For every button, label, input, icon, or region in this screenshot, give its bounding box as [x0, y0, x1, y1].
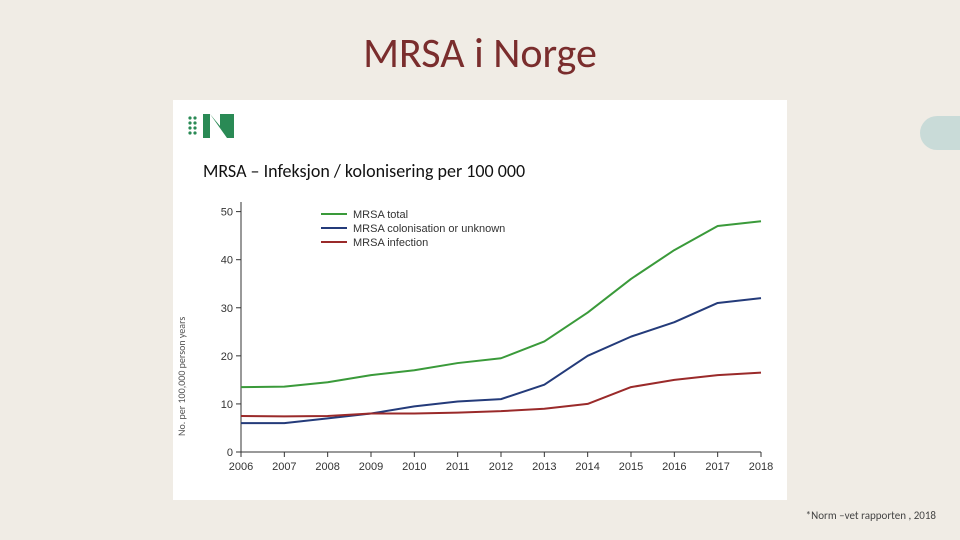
line-chart-svg: 0 10 20 30 40 50 2006 2007 2008 2009 2010 2011 2012 2…	[179, 196, 779, 496]
chart-card: MRSA – Infeksjon / kolonisering per 100 …	[173, 100, 787, 500]
chart: No. per 100,000 person years 01020304050…	[179, 196, 779, 496]
decor-shape	[920, 116, 960, 150]
svg-text:2015: 2015	[619, 461, 643, 473]
svg-text:2018: 2018	[749, 461, 773, 473]
source-note: *Norm –vet rapporten , 2018	[806, 509, 936, 522]
svg-text:20: 20	[221, 351, 233, 363]
svg-text:2009: 2009	[359, 461, 383, 473]
svg-text:2012: 2012	[489, 461, 513, 473]
svg-text:0: 0	[227, 447, 233, 459]
svg-text:MRSA colonisation or unknown: MRSA colonisation or unknown	[353, 223, 505, 235]
slide: MRSA i Norge MRSA – Infeksjon / kolonise…	[0, 0, 960, 540]
svg-text:2017: 2017	[705, 461, 729, 473]
svg-text:2011: 2011	[446, 461, 470, 473]
svg-text:MRSA total: MRSA total	[353, 209, 408, 221]
svg-text:2010: 2010	[402, 461, 426, 473]
logo-icon	[185, 108, 245, 144]
svg-text:2006: 2006	[229, 461, 253, 473]
svg-text:2008: 2008	[315, 461, 339, 473]
svg-text:2013: 2013	[532, 461, 556, 473]
svg-text:MRSA infection: MRSA infection	[353, 237, 428, 249]
svg-text:2007: 2007	[272, 461, 296, 473]
svg-text:50: 50	[221, 207, 233, 219]
svg-text:2014: 2014	[575, 461, 599, 473]
page-title: MRSA i Norge	[0, 28, 960, 79]
y-axis-label: No. per 100,000 person years	[175, 317, 188, 436]
svg-text:40: 40	[221, 255, 233, 267]
svg-text:10: 10	[221, 399, 233, 411]
chart-subtitle: MRSA – Infeksjon / kolonisering per 100 …	[203, 160, 525, 182]
svg-text:2016: 2016	[662, 461, 686, 473]
svg-text:30: 30	[221, 303, 233, 315]
